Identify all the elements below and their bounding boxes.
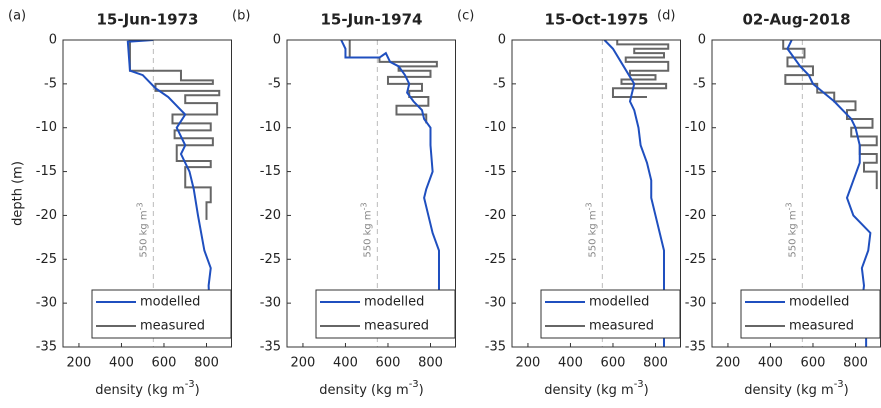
x-tick-label: 200 bbox=[291, 356, 316, 371]
x-tick-label: 600 bbox=[376, 356, 401, 371]
y-tick-label: -5 bbox=[693, 76, 706, 91]
y-tick-label: 0 bbox=[49, 33, 57, 48]
y-tick-label: -25 bbox=[485, 252, 506, 267]
y-tick-label: -15 bbox=[485, 164, 506, 179]
axes-frame bbox=[511, 39, 681, 348]
x-tick-label: 600 bbox=[801, 356, 826, 371]
y-tick-label: 0 bbox=[273, 33, 281, 48]
y-tick-label: -25 bbox=[260, 252, 281, 267]
panel-label: (b) bbox=[232, 9, 250, 24]
x-tick-label: 800 bbox=[843, 356, 868, 371]
x-axis-label: density (kg m-3) bbox=[544, 379, 649, 398]
legend-box bbox=[540, 289, 681, 339]
axes-frame bbox=[286, 39, 456, 348]
panel-title: 15-Jun-1974 bbox=[320, 11, 422, 29]
reference-label: 550 kg m-3 bbox=[784, 202, 799, 257]
legend-box bbox=[315, 289, 456, 339]
y-axis-label: depth (m) bbox=[11, 161, 26, 226]
y-tick-label: -30 bbox=[685, 296, 706, 311]
y-tick-label: -10 bbox=[36, 120, 57, 135]
series-line bbox=[603, 40, 665, 347]
x-tick-label: 200 bbox=[67, 356, 92, 371]
x-axis-label: density (kg m-3) bbox=[744, 379, 849, 398]
y-tick-label: -35 bbox=[36, 340, 57, 355]
series-line bbox=[128, 40, 221, 220]
panel: (a) 15-Jun-1973 -35 -30 -25 -20 -15 -10 -5 0 200 40… bbox=[8, 9, 232, 398]
reference-label: 550 kg m-3 bbox=[359, 202, 374, 257]
x-tick-label: 200 bbox=[716, 356, 741, 371]
panel: (d) 02-Aug-2018 -35 -30 -25 -20 -15 -10 -5 0 200 40… bbox=[657, 9, 881, 398]
y-tick-label: -35 bbox=[685, 340, 706, 355]
panel-title: 15-Oct-1975 bbox=[545, 11, 649, 29]
legend-box bbox=[91, 289, 232, 339]
y-tick-label: -10 bbox=[260, 120, 281, 135]
x-tick-label: 800 bbox=[418, 356, 443, 371]
panel-title: 02-Aug-2018 bbox=[742, 11, 850, 29]
y-tick-label: -35 bbox=[260, 340, 281, 355]
panel: (c) 15-Oct-1975 -35 -30 -25 -20 -15 -10 -5 0 200 40… bbox=[457, 9, 681, 398]
y-tick-label: 0 bbox=[698, 33, 706, 48]
series-line bbox=[340, 40, 440, 339]
y-tick-label: -15 bbox=[685, 164, 706, 179]
y-tick-label: -25 bbox=[685, 252, 706, 267]
legend-label: measured bbox=[140, 319, 205, 334]
x-tick-label: 400 bbox=[758, 356, 783, 371]
x-tick-label: 400 bbox=[109, 356, 134, 371]
x-tick-label: 200 bbox=[516, 356, 541, 371]
legend-label: modelled bbox=[589, 295, 649, 310]
x-tick-label: 400 bbox=[558, 356, 583, 371]
y-tick-label: -30 bbox=[36, 296, 57, 311]
legend-label: modelled bbox=[364, 295, 424, 310]
series-line bbox=[611, 40, 670, 99]
y-tick-label: -10 bbox=[685, 120, 706, 135]
y-tick-label: -5 bbox=[268, 76, 281, 91]
legend-label: measured bbox=[589, 319, 654, 334]
y-tick-label: -5 bbox=[493, 76, 506, 91]
y-tick-label: -25 bbox=[36, 252, 57, 267]
panel-title: 15-Jun-1973 bbox=[96, 11, 198, 29]
legend-box bbox=[740, 289, 881, 339]
x-axis-label: density (kg m-3) bbox=[95, 379, 200, 398]
y-tick-label: -30 bbox=[260, 296, 281, 311]
y-tick-label: -30 bbox=[485, 296, 506, 311]
series-line bbox=[126, 40, 212, 334]
series-line bbox=[348, 40, 438, 124]
y-tick-label: -20 bbox=[36, 208, 57, 223]
x-axis-label: density (kg m-3) bbox=[319, 379, 424, 398]
reference-label: 550 kg m-3 bbox=[584, 202, 599, 257]
y-tick-label: -10 bbox=[485, 120, 506, 135]
y-tick-label: -35 bbox=[485, 340, 506, 355]
y-tick-label: 0 bbox=[498, 33, 506, 48]
legend-label: measured bbox=[789, 319, 854, 334]
x-tick-label: 800 bbox=[194, 356, 219, 371]
y-tick-label: -20 bbox=[260, 208, 281, 223]
legend-label: measured bbox=[364, 319, 429, 334]
series-line bbox=[782, 40, 878, 190]
legend-label: modelled bbox=[140, 295, 200, 310]
axes-frame bbox=[62, 39, 232, 348]
panel-label: (c) bbox=[457, 9, 474, 24]
y-tick-label: -5 bbox=[44, 76, 57, 91]
panel-label: (d) bbox=[657, 9, 675, 24]
legend-label: modelled bbox=[789, 295, 849, 310]
series-line bbox=[786, 40, 872, 347]
y-tick-label: -20 bbox=[485, 208, 506, 223]
panel: (b) 15-Jun-1974 -35 -30 -25 -20 -15 -10 -5 0 200 40… bbox=[232, 9, 456, 398]
x-tick-label: 800 bbox=[643, 356, 668, 371]
x-tick-label: 600 bbox=[152, 356, 177, 371]
reference-label: 550 kg m-3 bbox=[135, 202, 150, 257]
x-tick-label: 600 bbox=[601, 356, 626, 371]
y-tick-label: -20 bbox=[685, 208, 706, 223]
x-tick-label: 400 bbox=[333, 356, 358, 371]
panel-label: (a) bbox=[8, 9, 26, 24]
y-tick-label: -15 bbox=[260, 164, 281, 179]
y-tick-label: -15 bbox=[36, 164, 57, 179]
